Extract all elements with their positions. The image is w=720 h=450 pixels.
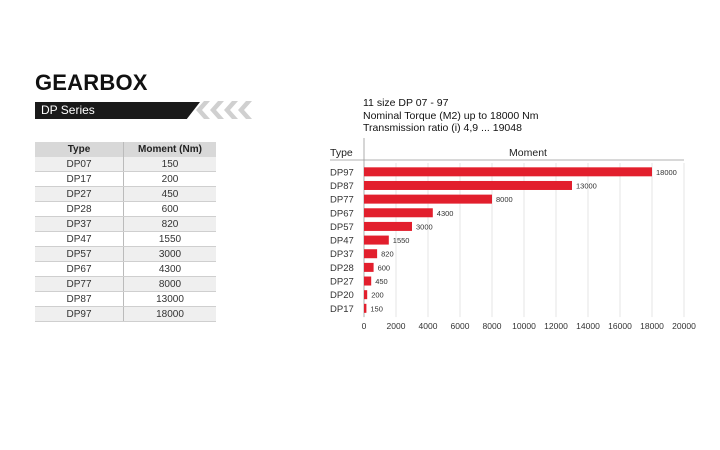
type-cell: DP37 [35,216,124,232]
category-label: DP47 [330,236,354,247]
bar [364,180,572,190]
type-cell: DP27 [35,186,124,202]
bar [364,290,368,300]
table-row: DP97 18000 [35,306,216,322]
category-label: DP67 [330,208,354,219]
data-label: 4300 [437,209,454,218]
type-cell: DP07 [35,157,124,172]
info-size-line: 11 size DP 07 - 97 [363,97,449,109]
category-label: DP57 [330,222,354,233]
x-tick-label: 6000 [451,321,470,331]
table-row: DP37 820 [35,216,216,232]
series-info: 11 size DP 07 - 97 Nominal Torque (M2) u… [363,97,538,135]
data-label: 450 [375,277,388,286]
x-tick-label: 4000 [419,321,438,331]
data-label: 200 [371,291,384,300]
x-tick-label: 20000 [672,321,696,331]
moment-table: Type Moment (Nm) DP07 150 DP17 200 DP27 450 DP… [35,142,216,322]
bar [364,262,374,272]
moment-cell: 820 [123,216,216,232]
category-label: DP27 [330,277,354,288]
moment-cell: 18000 [123,306,216,322]
type-cell: DP28 [35,201,124,217]
moment-bar-chart: Type Moment DP97 18000 DP87 13000 DP77 8000 DP67… [330,138,696,331]
bar [364,303,367,313]
type-cell: DP97 [35,306,124,322]
moment-cell: 3000 [123,246,216,262]
moment-cell: 150 [123,157,216,172]
value-header: Moment [509,147,547,159]
type-column-header: Type [35,142,124,157]
category-label: DP87 [330,181,354,192]
page-title: GEARBOX [35,70,148,95]
moment-cell: 200 [123,171,216,187]
series-banner: DP Series [35,102,200,119]
category-header: Type [330,147,353,159]
bar [364,276,372,286]
x-tick-label: 0 [362,321,367,331]
category-label: DP37 [330,249,354,260]
x-tick-label: 16000 [608,321,632,331]
type-cell: DP67 [35,261,124,277]
data-label: 150 [370,304,383,313]
table-row: DP67 4300 [35,261,216,277]
table-row: DP57 3000 [35,246,216,262]
table-row: DP47 1550 [35,231,216,247]
category-label: DP20 [330,290,354,301]
type-cell: DP77 [35,276,124,292]
table-row: DP87 13000 [35,291,216,307]
data-label: 3000 [416,222,433,231]
x-tick-label: 12000 [544,321,568,331]
type-cell: DP57 [35,246,124,262]
moment-cell: 1550 [123,231,216,247]
bar [364,194,492,204]
data-label: 18000 [656,168,677,177]
category-label: DP17 [330,304,354,315]
info-ratio-line: Transmission ratio (i) 4,9 ... 19048 [363,122,522,134]
table-row: DP07 150 [35,157,216,172]
moment-cell: 13000 [123,291,216,307]
bar [364,249,378,259]
x-tick-label: 2000 [387,321,406,331]
data-label: 8000 [496,195,513,204]
bar [364,221,412,231]
bar [364,208,433,218]
type-cell: DP17 [35,171,124,187]
bar [364,167,652,177]
category-label: DP77 [330,195,354,206]
table-row: DP27 450 [35,186,216,202]
x-tick-label: 10000 [512,321,536,331]
x-tick-label: 14000 [576,321,600,331]
moment-column-header: Moment (Nm) [123,142,216,157]
type-cell: DP87 [35,291,124,307]
data-label: 13000 [576,181,597,190]
chevron-arrows-icon [192,100,254,120]
moment-cell: 4300 [123,261,216,277]
data-label: 600 [378,263,391,272]
type-cell: DP47 [35,231,124,247]
category-label: DP97 [330,167,354,178]
data-label: 1550 [393,236,410,245]
category-label: DP28 [330,263,354,274]
moment-cell: 8000 [123,276,216,292]
x-tick-label: 8000 [483,321,502,331]
bar [364,235,389,245]
moment-cell: 450 [123,186,216,202]
info-torque-line: Nominal Torque (M2) up to 18000 Nm [363,109,539,122]
table-row: DP77 8000 [35,276,216,292]
moment-cell: 600 [123,201,216,217]
x-tick-label: 18000 [640,321,664,331]
data-label: 820 [381,250,394,259]
table-row: DP17 200 [35,171,216,187]
table-row: DP28 600 [35,201,216,217]
